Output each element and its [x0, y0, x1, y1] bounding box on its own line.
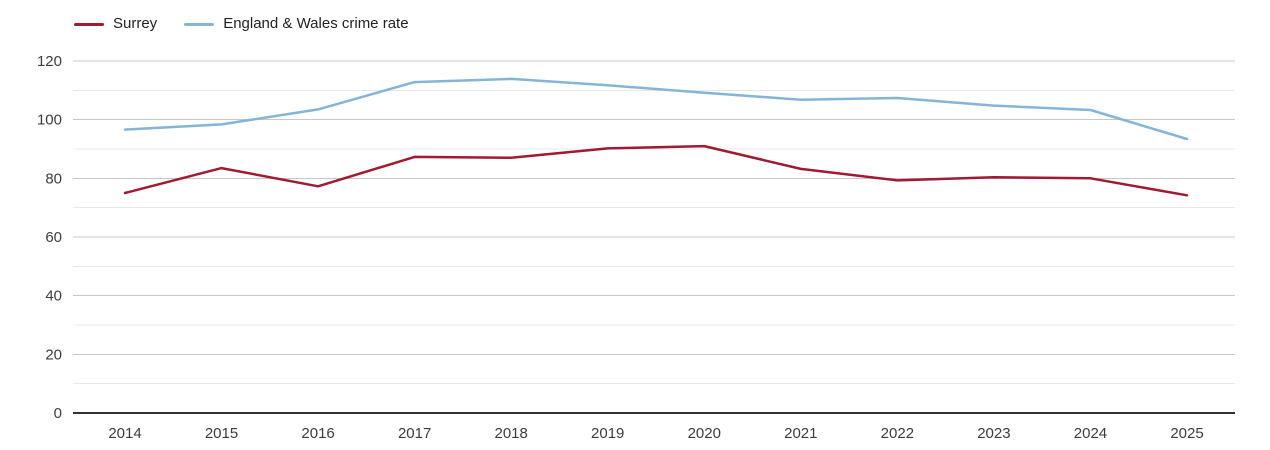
y-tick-label-120: 120	[37, 53, 62, 70]
x-tick-label-2025: 2025	[1170, 425, 1203, 442]
x-tick-label-2023: 2023	[977, 425, 1010, 442]
y-tick-label-0: 0	[54, 405, 62, 422]
x-tick-label-2015: 2015	[205, 425, 238, 442]
x-tick-label-2018: 2018	[494, 425, 527, 442]
x-tick-label-2020: 2020	[688, 425, 721, 442]
y-tick-label-60: 60	[45, 229, 62, 246]
chart-legend: Surrey England & Wales crime rate	[74, 15, 409, 33]
legend-item-england-wales[interactable]: England & Wales crime rate	[184, 15, 409, 33]
x-tick-label-2022: 2022	[881, 425, 914, 442]
x-tick-label-2017: 2017	[398, 425, 431, 442]
y-tick-label-20: 20	[45, 346, 62, 363]
x-tick-label-2014: 2014	[108, 425, 141, 442]
y-tick-label-100: 100	[37, 112, 62, 129]
x-tick-label-2024: 2024	[1074, 425, 1107, 442]
y-tick-label-40: 40	[45, 288, 62, 305]
legend-item-surrey[interactable]: Surrey	[74, 15, 157, 33]
series-line-surrey	[123, 144, 1189, 197]
x-tick-label-2021: 2021	[784, 425, 817, 442]
surrey-line-swatch	[74, 22, 104, 26]
legend-label-surrey: Surrey	[113, 15, 158, 32]
england-wales-line-swatch	[184, 22, 215, 26]
legend-label-england-wales: England & Wales crime rate	[223, 15, 409, 32]
x-tick-label-2016: 2016	[301, 425, 334, 442]
x-tick-label-2019: 2019	[591, 425, 624, 442]
y-tick-label-80: 80	[45, 170, 62, 187]
series-line-england-wales-crime-rate	[123, 77, 1189, 141]
